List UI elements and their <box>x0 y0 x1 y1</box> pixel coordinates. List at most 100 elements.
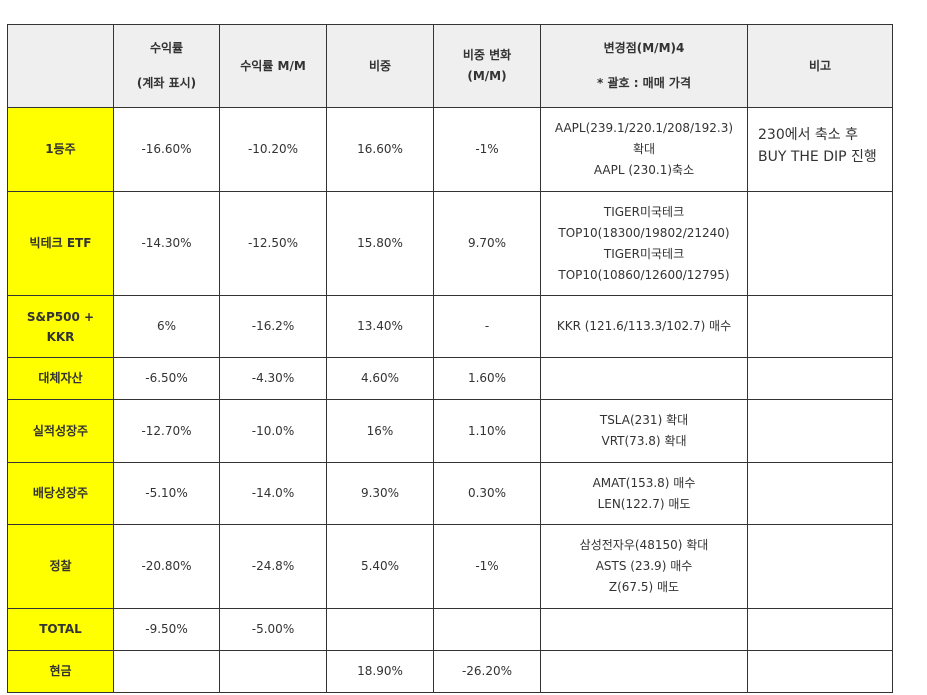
header-changes: 변경점(M/M)4 * 괄호 : 매매 가격 <box>540 24 748 108</box>
return-mm-cell: -16.2% <box>219 295 327 358</box>
return-mm-cell: -5.00% <box>219 608 327 651</box>
note-line: BUY THE DIP 진행 <box>758 149 877 165</box>
return-cell <box>113 650 220 693</box>
table-row: S&P500 + KKR 6% -16.2% 13.40% - KKR (121.6/11… <box>7 295 893 358</box>
change-line: LEN(122.7) 매도 <box>597 496 691 511</box>
category-cell: 배당성장주 <box>7 462 114 525</box>
return-mm-cell: -10.0% <box>219 399 327 463</box>
change-line: AAPL(239.1/220.1/208/192.3) <box>554 121 734 135</box>
weight-change-cell: 1.10% <box>433 399 541 463</box>
weight-cell: 16% <box>326 399 434 463</box>
changes-cell: 삼성전자우(48150) 확대 ASTS (23.9) 매수 Z(67.5) 매도 <box>540 524 748 609</box>
header-return-title: 수익률 <box>149 41 184 55</box>
weight-change-cell: 9.70% <box>433 191 541 296</box>
weight-cell: 13.40% <box>326 295 434 358</box>
category-cell: 현금 <box>7 650 114 693</box>
header-changes-title: 변경점(M/M)4 <box>603 41 685 55</box>
return-mm-cell: -10.20% <box>219 107 327 192</box>
changes-cell: AMAT(153.8) 매수 LEN(122.7) 매도 <box>540 462 748 525</box>
return-cell: -14.30% <box>113 191 220 296</box>
table-row: 실적성장주 -12.70% -10.0% 16% 1.10% TSLA(231) 확대 VR… <box>7 399 893 463</box>
changes-cell: KKR (121.6/113.3/102.7) 매수 <box>540 295 748 358</box>
header-row: 수익률 (계좌 표시) 수익률 M/M 비중 비중 변화 (M/M) 변경점(M… <box>7 24 893 108</box>
return-cell: 6% <box>113 295 220 358</box>
weight-change-cell: 1.60% <box>433 357 541 400</box>
change-line: TOP10(18300/19802/21240) <box>558 225 730 240</box>
changes-cell <box>540 357 748 400</box>
table-row: 대체자산 -6.50% -4.30% 4.60% 1.60% <box>7 357 893 400</box>
note-line: 230에서 축소 후 <box>758 127 859 143</box>
header-category <box>7 24 114 108</box>
weight-change-cell <box>433 608 541 651</box>
header-weight-change: 비중 변화 (M/M) <box>433 24 541 108</box>
changes-cell <box>540 608 748 651</box>
weight-cell: 15.80% <box>326 191 434 296</box>
category-cell: 1등주 <box>7 107 114 192</box>
category-cell: 정찰 <box>7 524 114 609</box>
weight-cell: 4.60% <box>326 357 434 400</box>
return-mm-cell <box>219 650 327 693</box>
weight-change-cell: -1% <box>433 107 541 192</box>
change-line: TSLA(231) 확대 <box>599 413 689 427</box>
weight-cell <box>326 608 434 651</box>
changes-cell <box>540 650 748 693</box>
header-return-sub: (계좌 표시) <box>136 76 197 90</box>
return-cell: -5.10% <box>113 462 220 525</box>
weight-change-cell: -1% <box>433 524 541 609</box>
change-line: 삼성전자우(48150) 확대 <box>579 538 709 552</box>
table-row: 배당성장주 -5.10% -14.0% 9.30% 0.30% AMAT(153.8) 매… <box>7 462 893 525</box>
return-cell: -16.60% <box>113 107 220 192</box>
changes-cell: TSLA(231) 확대 VRT(73.8) 확대 <box>540 399 748 463</box>
change-line: AAPL (230.1)축소 <box>593 163 695 177</box>
weight-cell: 18.90% <box>326 650 434 693</box>
change-line: KKR (121.6/113.3/102.7) 매수 <box>556 319 732 333</box>
weight-change-cell: 0.30% <box>433 462 541 525</box>
header-note: 비고 <box>747 24 893 108</box>
change-line: TIGER미국테크 <box>603 246 685 261</box>
change-line: AMAT(153.8) 매수 <box>592 475 696 490</box>
return-mm-cell: -14.0% <box>219 462 327 525</box>
portfolio-table: 수익률 (계좌 표시) 수익률 M/M 비중 비중 변화 (M/M) 변경점(M… <box>7 24 893 693</box>
weight-change-cell: - <box>433 295 541 358</box>
note-cell <box>747 524 893 609</box>
return-cell: -12.70% <box>113 399 220 463</box>
change-line: ASTS (23.9) 매수 <box>595 559 693 573</box>
category-cell: TOTAL <box>7 608 114 651</box>
category-cell: 실적성장주 <box>7 399 114 463</box>
return-cell: -6.50% <box>113 357 220 400</box>
weight-cell: 16.60% <box>326 107 434 192</box>
weight-change-cell: -26.20% <box>433 650 541 693</box>
header-weight-change-title: 비중 변화 <box>462 48 512 62</box>
header-weight-change-sub: (M/M) <box>467 69 507 83</box>
category-cell: 빅테크 ETF <box>7 191 114 296</box>
note-cell <box>747 295 893 358</box>
table-row: 1등주 -16.60% -10.20% 16.60% -1% AAPL(239.1/220… <box>7 107 893 192</box>
weight-cell: 5.40% <box>326 524 434 609</box>
header-weight: 비중 <box>326 24 434 108</box>
header-return-mm: 수익률 M/M <box>219 24 327 108</box>
note-cell <box>747 608 893 651</box>
note-cell <box>747 462 893 525</box>
category-cell: S&P500 + KKR <box>7 295 114 358</box>
return-cell: -9.50% <box>113 608 220 651</box>
table-row: 현금 18.90% -26.20% <box>7 650 893 693</box>
return-mm-cell: -4.30% <box>219 357 327 400</box>
table-row: TOTAL -9.50% -5.00% <box>7 608 893 651</box>
header-return: 수익률 (계좌 표시) <box>113 24 220 108</box>
note-cell <box>747 357 893 400</box>
changes-cell: AAPL(239.1/220.1/208/192.3) 확대 AAPL (230.1… <box>540 107 748 192</box>
change-line: TOP10(10860/12600/12795) <box>558 267 730 282</box>
changes-cell: TIGER미국테크 TOP10(18300/19802/21240) TIGER미국… <box>540 191 748 296</box>
weight-cell: 9.30% <box>326 462 434 525</box>
return-mm-cell: -12.50% <box>219 191 327 296</box>
category-cell: 대체자산 <box>7 357 114 400</box>
change-line: TIGER미국테크 <box>603 204 685 219</box>
table-row: 정찰 -20.80% -24.8% 5.40% -1% 삼성전자우(48150) 확대 AS… <box>7 524 893 609</box>
change-line: Z(67.5) 매도 <box>608 580 680 594</box>
note-cell: 230에서 축소 후 BUY THE DIP 진행 <box>747 107 893 192</box>
table-row: 빅테크 ETF -14.30% -12.50% 15.80% 9.70% TIGER미국테… <box>7 191 893 296</box>
note-cell <box>747 191 893 296</box>
return-cell: -20.80% <box>113 524 220 609</box>
header-changes-sub: * 괄호 : 매매 가격 <box>596 76 692 90</box>
note-cell <box>747 650 893 693</box>
